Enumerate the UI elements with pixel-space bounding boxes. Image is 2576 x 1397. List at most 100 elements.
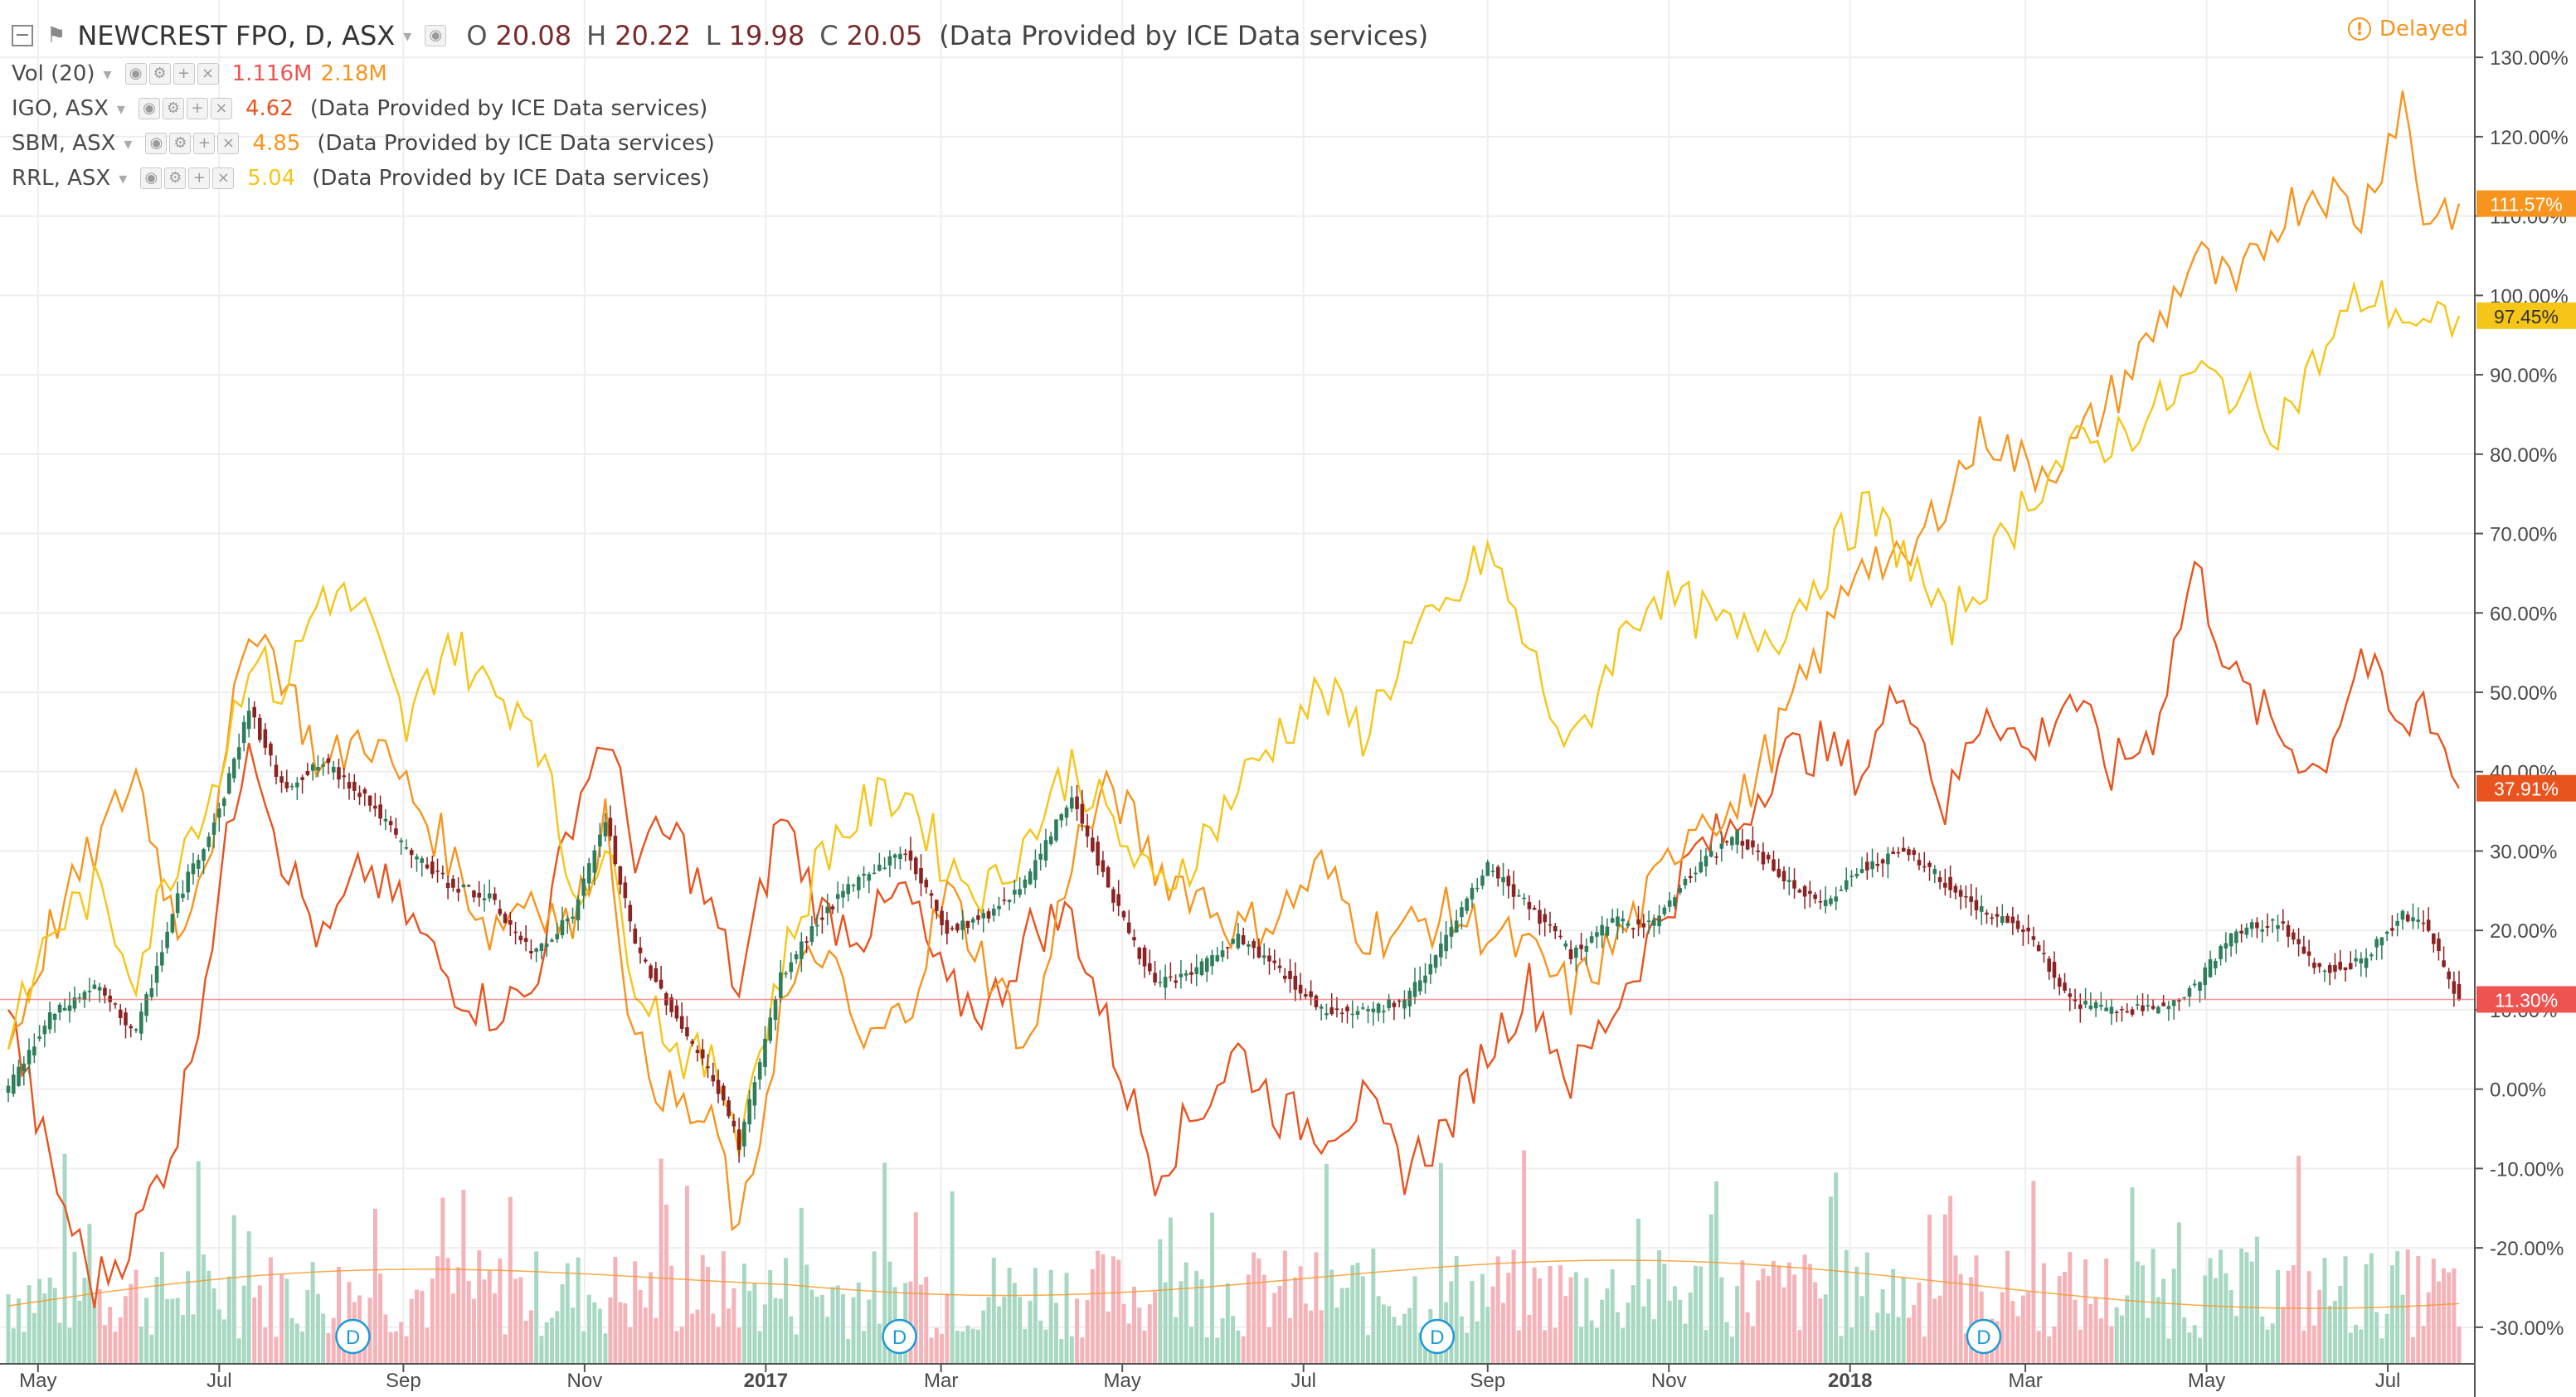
- candle-body: [1402, 999, 1407, 1009]
- chevron-down-icon[interactable]: ▾: [119, 168, 128, 188]
- candle-body: [2224, 943, 2228, 949]
- candle-body: [2457, 984, 2462, 1000]
- flag-icon[interactable]: ⚑: [46, 23, 66, 48]
- volume-bar: [67, 1327, 72, 1364]
- volume-bar: [97, 1288, 102, 1364]
- eye-icon[interactable]: ◉: [138, 98, 160, 119]
- symbol-title[interactable]: NEWCREST FPO, D, ASX: [77, 20, 396, 51]
- candle-body: [357, 793, 362, 798]
- volume-bar: [139, 1327, 143, 1364]
- volume-bar: [1844, 1249, 1849, 1364]
- volume-bar: [420, 1290, 425, 1364]
- gear-icon[interactable]: ⚙: [162, 98, 184, 119]
- candle-body: [170, 914, 175, 933]
- volume-bar: [695, 1309, 700, 1364]
- volume-bar: [1568, 1277, 1573, 1364]
- gear-icon[interactable]: ⚙: [148, 63, 171, 85]
- eye-icon[interactable]: ◉: [124, 63, 147, 85]
- add-icon[interactable]: +: [193, 133, 216, 154]
- volume-bar: [409, 1298, 414, 1364]
- volume-bar: [1688, 1292, 1693, 1364]
- candle-body: [482, 898, 487, 900]
- volume-bar: [1693, 1265, 1698, 1364]
- chevron-down-icon[interactable]: ▾: [116, 99, 125, 119]
- volume-bar: [404, 1336, 409, 1364]
- volume-bar: [991, 1258, 996, 1364]
- volume-bar: [757, 1331, 762, 1364]
- volume-bar: [638, 1289, 643, 1364]
- candle-body: [440, 872, 445, 875]
- compare-name-sbm[interactable]: SBM, ASX: [12, 131, 116, 156]
- candle-body: [2047, 958, 2052, 973]
- volume-bar: [2265, 1329, 2270, 1364]
- volume-bar: [1106, 1311, 1111, 1364]
- volume-bar: [1043, 1329, 1048, 1364]
- candle-body: [2416, 919, 2421, 922]
- y-tick-label: 80.00%: [2490, 444, 2557, 467]
- add-icon[interactable]: +: [173, 63, 195, 85]
- delayed-status[interactable]: ! Delayed: [2347, 17, 2468, 41]
- candle-body: [892, 854, 897, 858]
- volume-bar: [1116, 1259, 1121, 1364]
- volume-bar: [1563, 1296, 1568, 1364]
- add-icon[interactable]: +: [186, 98, 208, 119]
- candle-body: [571, 916, 575, 919]
- candle-body: [991, 908, 996, 916]
- volume-bar: [503, 1334, 508, 1364]
- candle-body: [1272, 960, 1277, 963]
- eye-icon[interactable]: ◉: [145, 133, 168, 154]
- volume-bar: [1896, 1317, 1901, 1364]
- gear-icon[interactable]: ⚙: [169, 133, 192, 154]
- candle-body: [919, 867, 923, 884]
- candle-body: [1106, 867, 1111, 888]
- volume-bar: [1745, 1312, 1750, 1364]
- candle-body: [493, 893, 497, 900]
- candle-body: [1184, 973, 1188, 976]
- chevron-down-icon[interactable]: ▾: [103, 64, 112, 84]
- volume-bar: [2104, 1259, 2109, 1364]
- volume-bar: [471, 1298, 476, 1364]
- candle-body: [1730, 837, 1734, 846]
- candle-body: [841, 890, 845, 898]
- eye-icon[interactable]: ◉: [140, 167, 163, 189]
- compare-name-igo[interactable]: IGO, ASX: [12, 96, 109, 121]
- candle-body: [498, 909, 503, 914]
- close-icon[interactable]: ×: [212, 167, 235, 189]
- gear-icon[interactable]: ⚙: [164, 167, 187, 189]
- close-icon[interactable]: ×: [217, 133, 240, 154]
- eye-icon[interactable]: ◉: [425, 25, 447, 46]
- close-icon[interactable]: ×: [210, 98, 232, 119]
- price-label: 97.45%: [2494, 306, 2559, 327]
- candle-body: [1142, 948, 1147, 967]
- chevron-down-icon[interactable]: ▾: [124, 133, 133, 153]
- volume-bar: [1974, 1255, 1979, 1364]
- volume-label[interactable]: Vol (20): [12, 61, 95, 86]
- candle-body: [1371, 1008, 1376, 1012]
- candle-body: [1865, 861, 1869, 871]
- candle-body: [1522, 897, 1526, 900]
- candle-body: [231, 759, 236, 779]
- candle-body: [2421, 922, 2426, 924]
- collapse-legend-icon[interactable]: −: [12, 25, 33, 46]
- volume-bar: [482, 1279, 487, 1364]
- volume-bar: [1090, 1268, 1095, 1364]
- volume-bar: [144, 1298, 149, 1364]
- candle-body: [1433, 955, 1438, 968]
- candle-body: [1412, 982, 1417, 997]
- volume-bar: [1704, 1330, 1708, 1364]
- volume-bar: [804, 1264, 809, 1364]
- candle-body: [1485, 861, 1490, 876]
- volume-bar: [1776, 1266, 1781, 1364]
- volume-bar: [498, 1258, 503, 1364]
- volume-bar: [202, 1254, 207, 1364]
- volume-bar: [1360, 1276, 1365, 1364]
- candle-body: [778, 972, 783, 998]
- chevron-down-icon[interactable]: ▾: [403, 26, 412, 46]
- add-icon[interactable]: +: [188, 167, 211, 189]
- candle-body: [1444, 934, 1448, 952]
- candle-body: [477, 892, 482, 898]
- compare-name-rrl[interactable]: RRL, ASX: [12, 166, 111, 191]
- close-icon[interactable]: ×: [197, 63, 219, 85]
